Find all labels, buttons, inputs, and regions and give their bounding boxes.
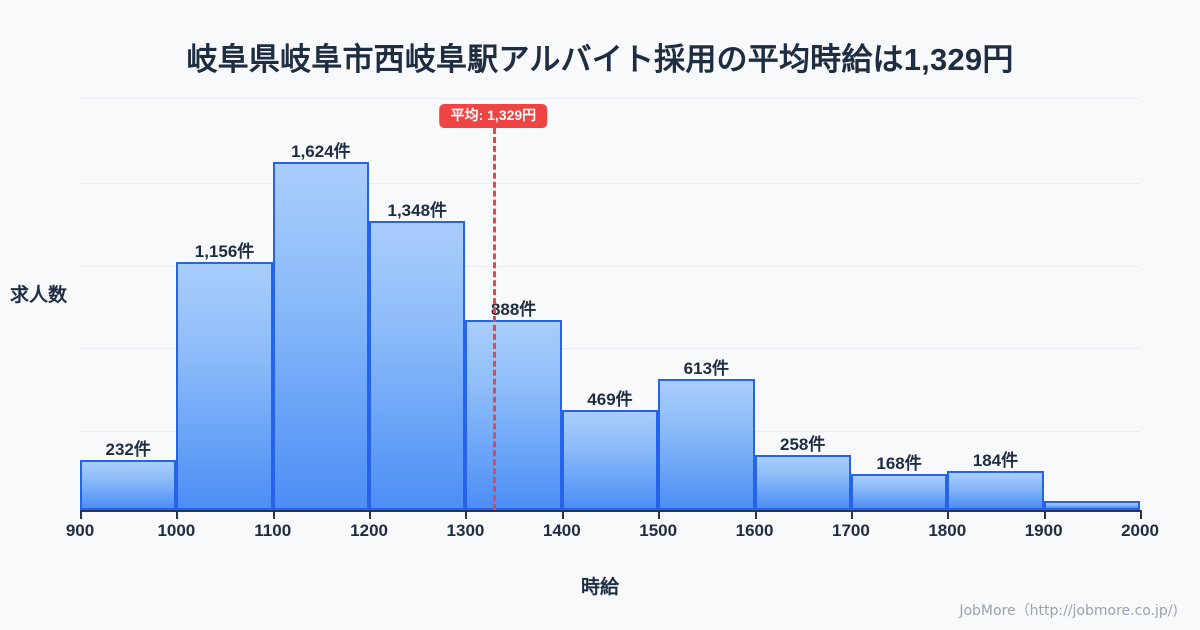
- x-axis-tick: [176, 510, 179, 519]
- chart-title: 岐阜県岐阜市西岐阜駅アルバイト採用の平均時給は1,329円: [186, 42, 1014, 77]
- gridline: [80, 183, 1140, 184]
- x-axis-tick: [465, 510, 468, 519]
- bar: [561, 409, 659, 510]
- bar-value-label: 469件: [587, 389, 633, 409]
- x-axis-tick: [754, 510, 757, 519]
- x-axis-tick-label: 1500: [639, 521, 678, 540]
- x-axis-tick: [272, 510, 275, 519]
- x-axis-tick-label: 1100: [254, 521, 292, 540]
- x-axis-tick: [369, 510, 372, 519]
- bar-value-label: 1,156件: [194, 242, 255, 262]
- x-axis-tick-label: 1700: [831, 521, 870, 540]
- bar: [658, 378, 755, 510]
- x-axis-tick-label: 900: [65, 521, 95, 540]
- gridline: [80, 98, 1140, 99]
- x-axis-tick: [850, 510, 853, 519]
- x-axis-tick-label: 1200: [350, 521, 388, 540]
- average-line: [493, 128, 497, 510]
- x-axis-tick-label: 2000: [1121, 521, 1159, 540]
- x-axis-title: 時給: [580, 577, 619, 598]
- x-axis-tick-label: 1600: [735, 521, 774, 540]
- bar: [176, 262, 273, 510]
- x-axis-tick-label: 1000: [157, 521, 196, 540]
- bar: [80, 460, 177, 510]
- bar-value-label: 232件: [105, 440, 151, 460]
- bar-value-label: 168件: [876, 454, 922, 473]
- bar-value-label: 258件: [780, 434, 826, 454]
- bar: [272, 162, 370, 510]
- gridline: [80, 266, 1140, 267]
- bar-value-label: 1,624件: [291, 142, 351, 161]
- x-axis-tick: [561, 510, 564, 519]
- bar: [947, 470, 1044, 510]
- y-axis-title: 求人数: [10, 285, 68, 306]
- footer-credit: JobMore（http://jobmore.co.jp/): [959, 603, 1178, 619]
- x-axis-tick-label: 1800: [928, 521, 967, 540]
- bar: [754, 454, 851, 510]
- average-badge: 平均: 1,329円: [439, 104, 548, 129]
- gridline: [80, 348, 1140, 349]
- x-axis-tick: [947, 510, 950, 519]
- x-axis-line: [80, 510, 1140, 512]
- bar: [850, 474, 948, 510]
- bar-value-label: 613件: [683, 358, 730, 378]
- x-axis-tick: [80, 510, 82, 519]
- bar: [465, 319, 562, 510]
- x-axis-tick-label: 1900: [1024, 521, 1063, 540]
- bar: [369, 221, 466, 510]
- bar-value-label: 888件: [490, 299, 537, 319]
- x-axis-tick-label: 1400: [542, 521, 581, 540]
- x-axis-tick-label: 1300: [446, 521, 485, 540]
- x-axis-tick: [1043, 510, 1046, 519]
- x-axis-tick: [1140, 510, 1142, 519]
- x-axis-tick: [658, 510, 661, 519]
- bar: [1043, 500, 1140, 510]
- bar-value-label: 1,348件: [387, 201, 448, 221]
- bar-value-label: 184件: [972, 450, 1019, 470]
